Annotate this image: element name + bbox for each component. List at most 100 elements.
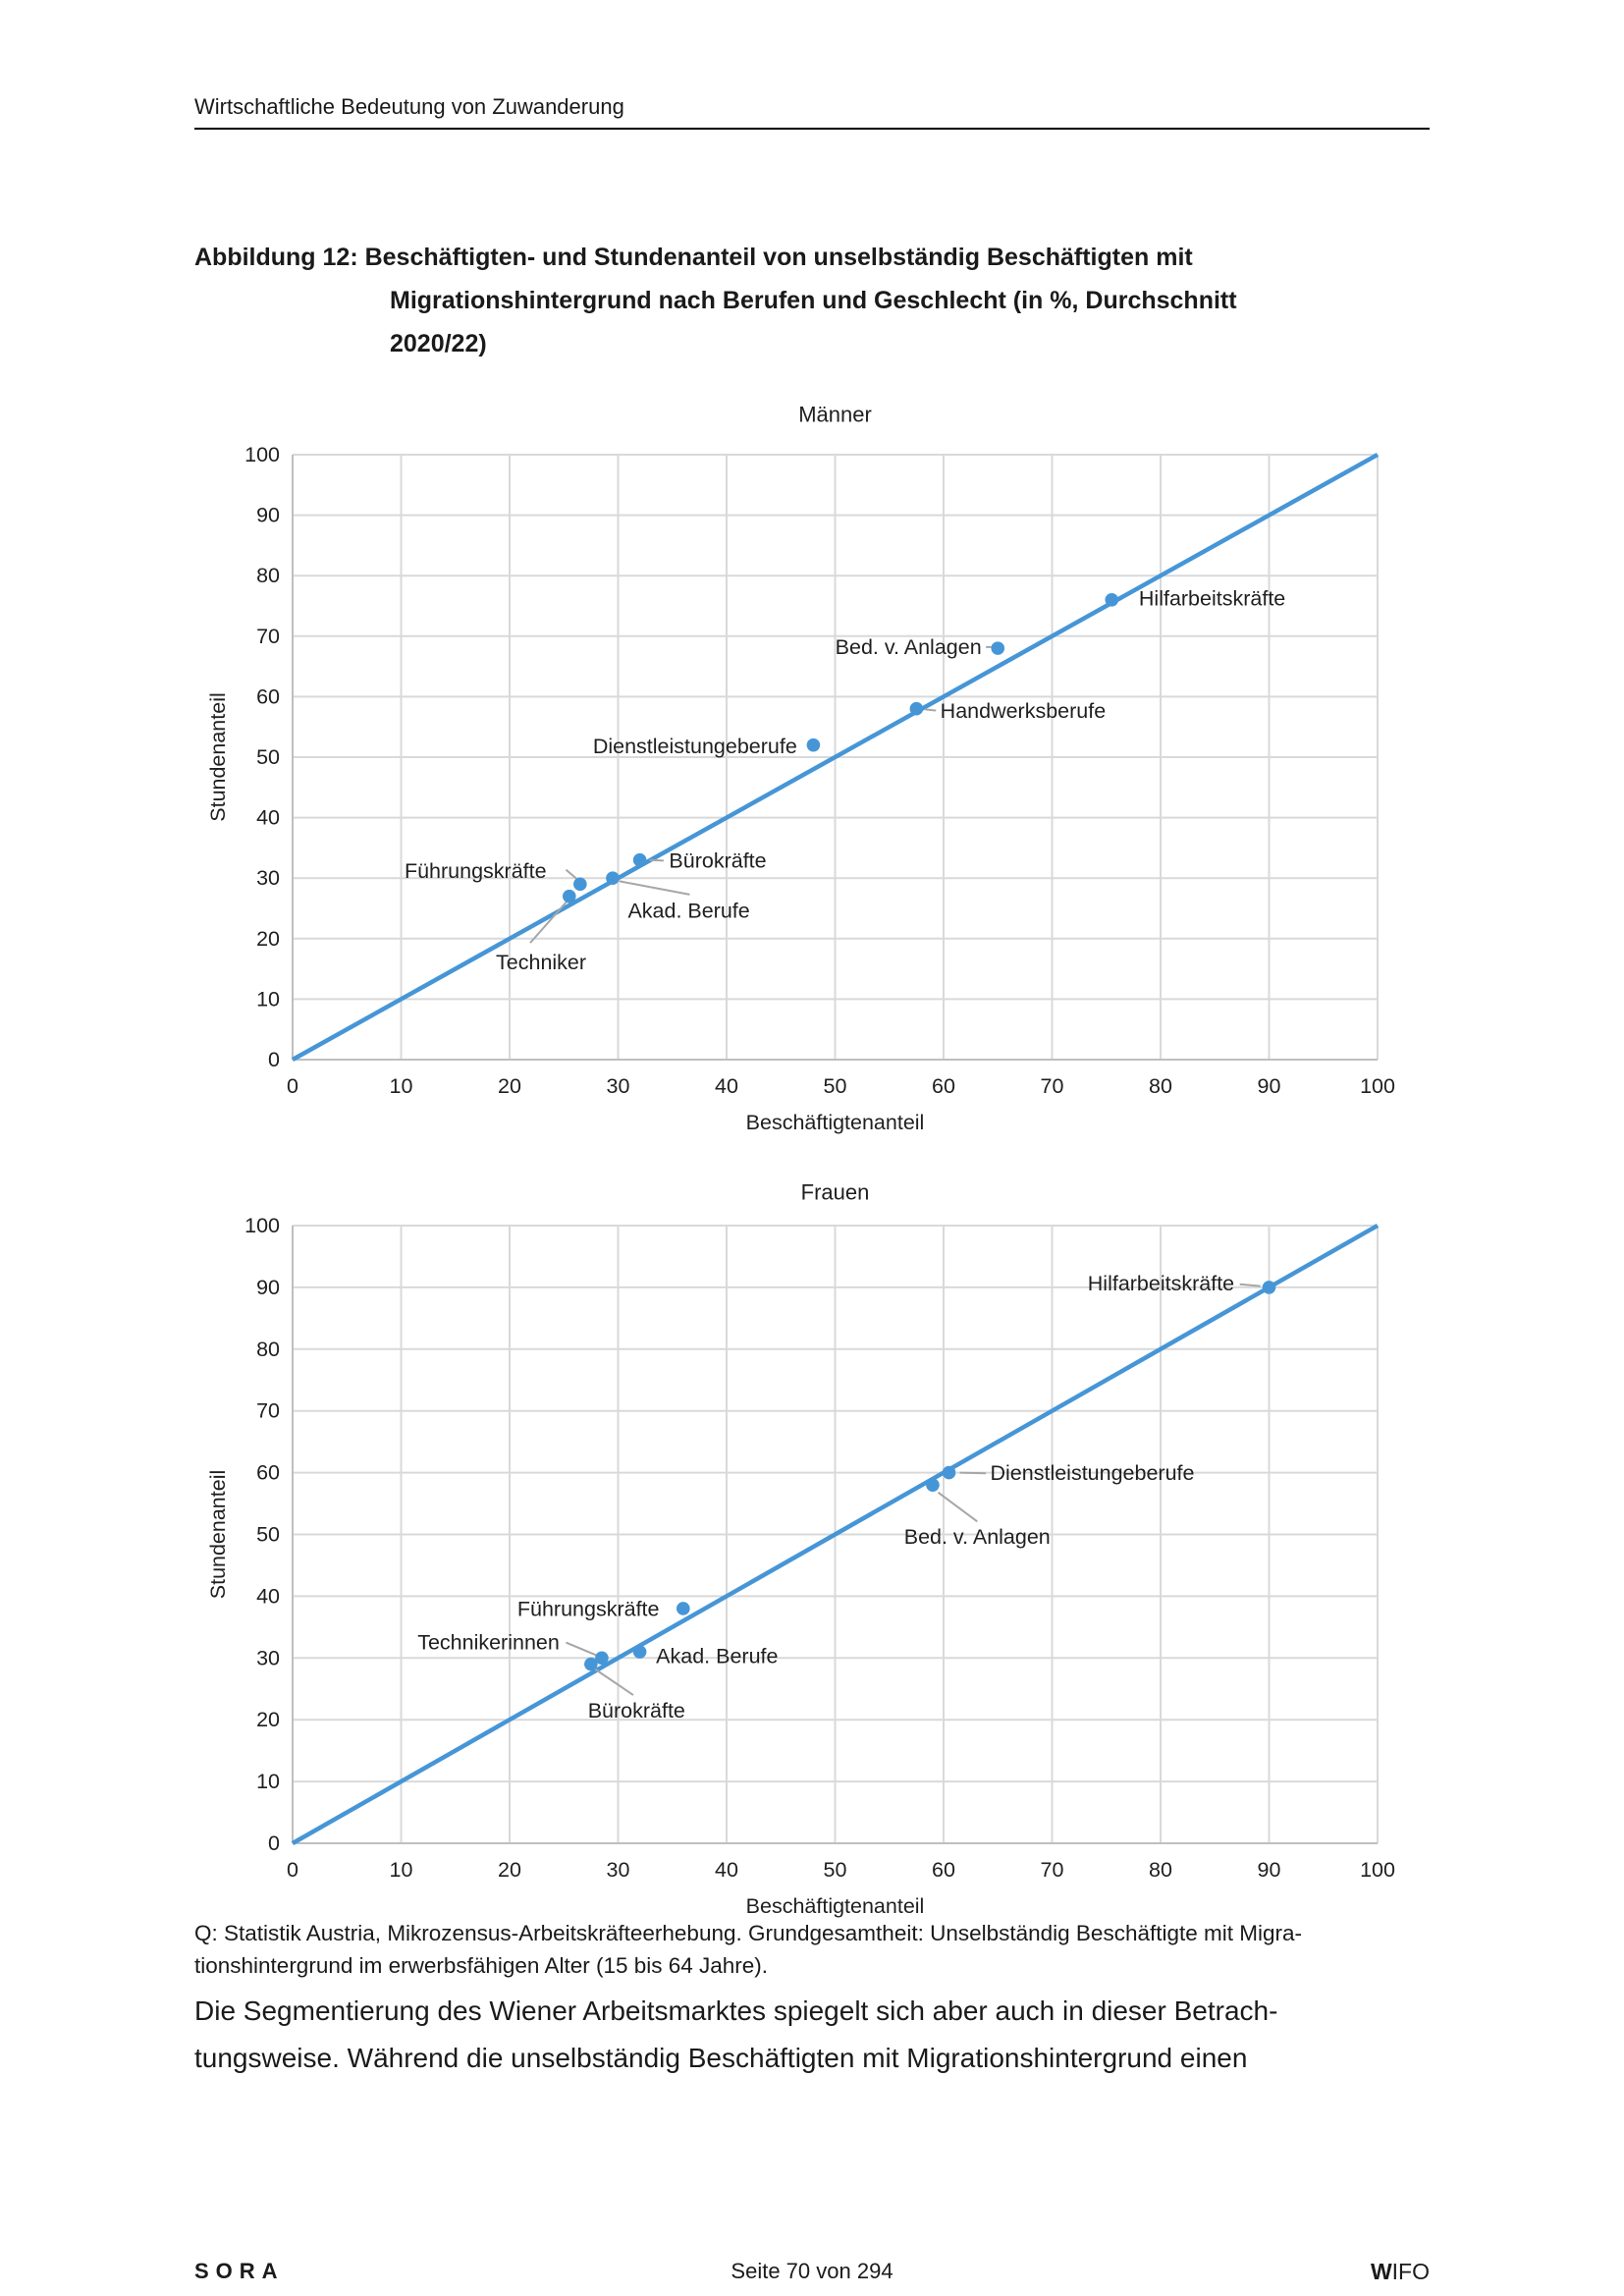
diagonal-reference-line xyxy=(291,1224,1380,1845)
y-tick-label: 0 xyxy=(268,1048,280,1071)
y-tick-label: 30 xyxy=(256,1646,280,1669)
label-callout-line xyxy=(925,708,937,712)
y-tick-label: 90 xyxy=(256,1276,280,1299)
data-point-techniker xyxy=(562,889,576,903)
running-header: Wirtschaftliche Bedeutung von Zuwanderun… xyxy=(194,94,624,119)
x-tick-label: 10 xyxy=(390,1074,413,1098)
x-tick-label: 100 xyxy=(1360,1074,1395,1098)
y-tick-label: 50 xyxy=(256,745,280,769)
header-rule xyxy=(194,128,1430,130)
data-point-akad-berufe xyxy=(606,871,620,885)
data-point-label: Hilfarbeitskräfte xyxy=(1088,1272,1234,1295)
x-tick-label: 90 xyxy=(1258,1074,1281,1098)
data-point-label: Führungskräfte xyxy=(405,859,547,883)
chart-title: Männer xyxy=(798,403,872,427)
data-point-label: Bürokräfte xyxy=(669,848,766,872)
data-point-label: Führungskräfte xyxy=(517,1598,660,1621)
x-tick-label: 30 xyxy=(607,1858,630,1882)
data-point-b-rokr-fte xyxy=(584,1657,598,1671)
data-point-label: Akad. Berufe xyxy=(656,1644,778,1667)
y-tick-label: 100 xyxy=(244,1214,280,1237)
x-tick-label: 100 xyxy=(1360,1858,1395,1882)
data-point-label: Hilfarbeitskräfte xyxy=(1139,587,1285,611)
data-point-hilfarbeitskr-fte xyxy=(1262,1281,1276,1294)
x-tick-label: 80 xyxy=(1149,1074,1172,1098)
data-point-f-hrungskr-fte xyxy=(573,877,587,892)
label-callout-line xyxy=(566,1641,599,1658)
x-tick-label: 30 xyxy=(607,1074,630,1098)
data-point-f-hrungskr-fte xyxy=(677,1602,690,1615)
y-tick-label: 50 xyxy=(256,1523,280,1547)
x-axis-title: Beschäftigtenanteil xyxy=(746,1894,925,1918)
y-tick-label: 40 xyxy=(256,1584,280,1608)
y-tick-label: 70 xyxy=(256,1399,280,1423)
label-callout-line xyxy=(619,880,690,896)
data-point-label: Dienstleistungeberufe xyxy=(991,1461,1195,1485)
label-callout-line xyxy=(565,868,579,881)
data-point-label: Bed. v. Anlagen xyxy=(904,1525,1051,1549)
diagonal-reference-line xyxy=(291,453,1380,1062)
data-point-technikerinnen xyxy=(595,1651,609,1666)
data-point-label: Technikerinnen xyxy=(417,1631,560,1655)
x-tick-label: 70 xyxy=(1041,1858,1064,1882)
x-tick-label: 60 xyxy=(932,1074,955,1098)
data-point-bed-v-anlagen xyxy=(991,641,1005,655)
data-point-akad-berufe xyxy=(632,1645,647,1659)
figure-title-line-2: Migrationshintergrund nach Berufen und G… xyxy=(390,287,1237,314)
y-tick-label: 90 xyxy=(256,504,280,527)
data-point-dienstleistungeberufe xyxy=(806,738,821,752)
y-tick-label: 40 xyxy=(256,806,280,830)
scatter-chart-frauen: Hilfarbeitskräfte Dienstleistungeberufe Be… xyxy=(147,1169,1443,1935)
y-tick-label: 20 xyxy=(256,927,280,951)
y-tick-label: 80 xyxy=(256,1338,280,1361)
label-callout-line xyxy=(937,1491,978,1523)
x-tick-label: 90 xyxy=(1258,1858,1281,1882)
data-point-label: Akad. Berufe xyxy=(627,899,749,922)
x-tick-label: 0 xyxy=(287,1858,298,1882)
x-tick-label: 50 xyxy=(824,1074,847,1098)
data-point-dienstleistungeberufe xyxy=(942,1465,956,1480)
data-point-bed-v-anlagen xyxy=(926,1478,940,1492)
y-tick-label: 100 xyxy=(244,443,280,466)
y-tick-label: 20 xyxy=(256,1708,280,1731)
body-paragraph-line-1: Die Segmentierung des Wiener Arbeitsmark… xyxy=(194,1995,1278,2026)
label-callout-line xyxy=(959,1471,987,1475)
figure-title-line-3: 2020/22) xyxy=(390,330,487,357)
x-tick-label: 60 xyxy=(932,1858,955,1882)
data-point-label: Techniker xyxy=(496,951,586,974)
x-tick-label: 80 xyxy=(1149,1858,1172,1882)
footer-wifo-bold: W xyxy=(1370,2259,1392,2284)
x-tick-label: 10 xyxy=(390,1858,413,1882)
label-callout-line xyxy=(592,1667,634,1696)
y-tick-label: 80 xyxy=(256,564,280,587)
chart-svg-frauen: Hilfarbeitskräfte Dienstleistungeberufe Be… xyxy=(206,1180,1395,1919)
footer-wifo-rest: IFO xyxy=(1391,2259,1430,2284)
label-callout-line xyxy=(529,900,568,944)
source-note-line-2: tionshintergrund im erwerbsfähigen Alter… xyxy=(194,1953,769,1978)
chart-title: Frauen xyxy=(801,1180,870,1205)
data-point-hilfarbeitskr-fte xyxy=(1105,593,1119,607)
x-tick-label: 20 xyxy=(498,1858,521,1882)
data-point-label: Bürokräfte xyxy=(588,1699,685,1722)
data-point-label: Bed. v. Anlagen xyxy=(836,635,982,659)
x-axis-title: Beschäftigtenanteil xyxy=(746,1111,925,1134)
y-axis-title: Stundenanteil xyxy=(206,692,230,822)
y-tick-label: 60 xyxy=(256,684,280,708)
footer-brand-sora: SORA xyxy=(194,2259,285,2283)
data-point-handwerksberufe xyxy=(909,701,924,716)
figure-title-line-1: Abbildung 12: Beschäftigten- und Stunden… xyxy=(194,244,1193,271)
y-tick-label: 30 xyxy=(256,866,280,890)
x-tick-label: 50 xyxy=(824,1858,847,1882)
x-tick-label: 0 xyxy=(287,1074,298,1098)
chart-svg-männer: Hilfarbeitskräfte Bed. v. Anlagen Handwerk… xyxy=(206,403,1395,1135)
y-tick-label: 60 xyxy=(256,1461,280,1485)
x-tick-label: 20 xyxy=(498,1074,521,1098)
label-callout-line xyxy=(1239,1283,1261,1287)
footer-page-number: Seite 70 von 294 xyxy=(731,2259,893,2283)
y-tick-label: 0 xyxy=(268,1831,280,1855)
data-point-label: Dienstleistungeberufe xyxy=(593,735,797,758)
data-point-label: Handwerksberufe xyxy=(941,699,1107,723)
x-tick-label: 70 xyxy=(1041,1074,1064,1098)
x-tick-label: 40 xyxy=(715,1858,738,1882)
